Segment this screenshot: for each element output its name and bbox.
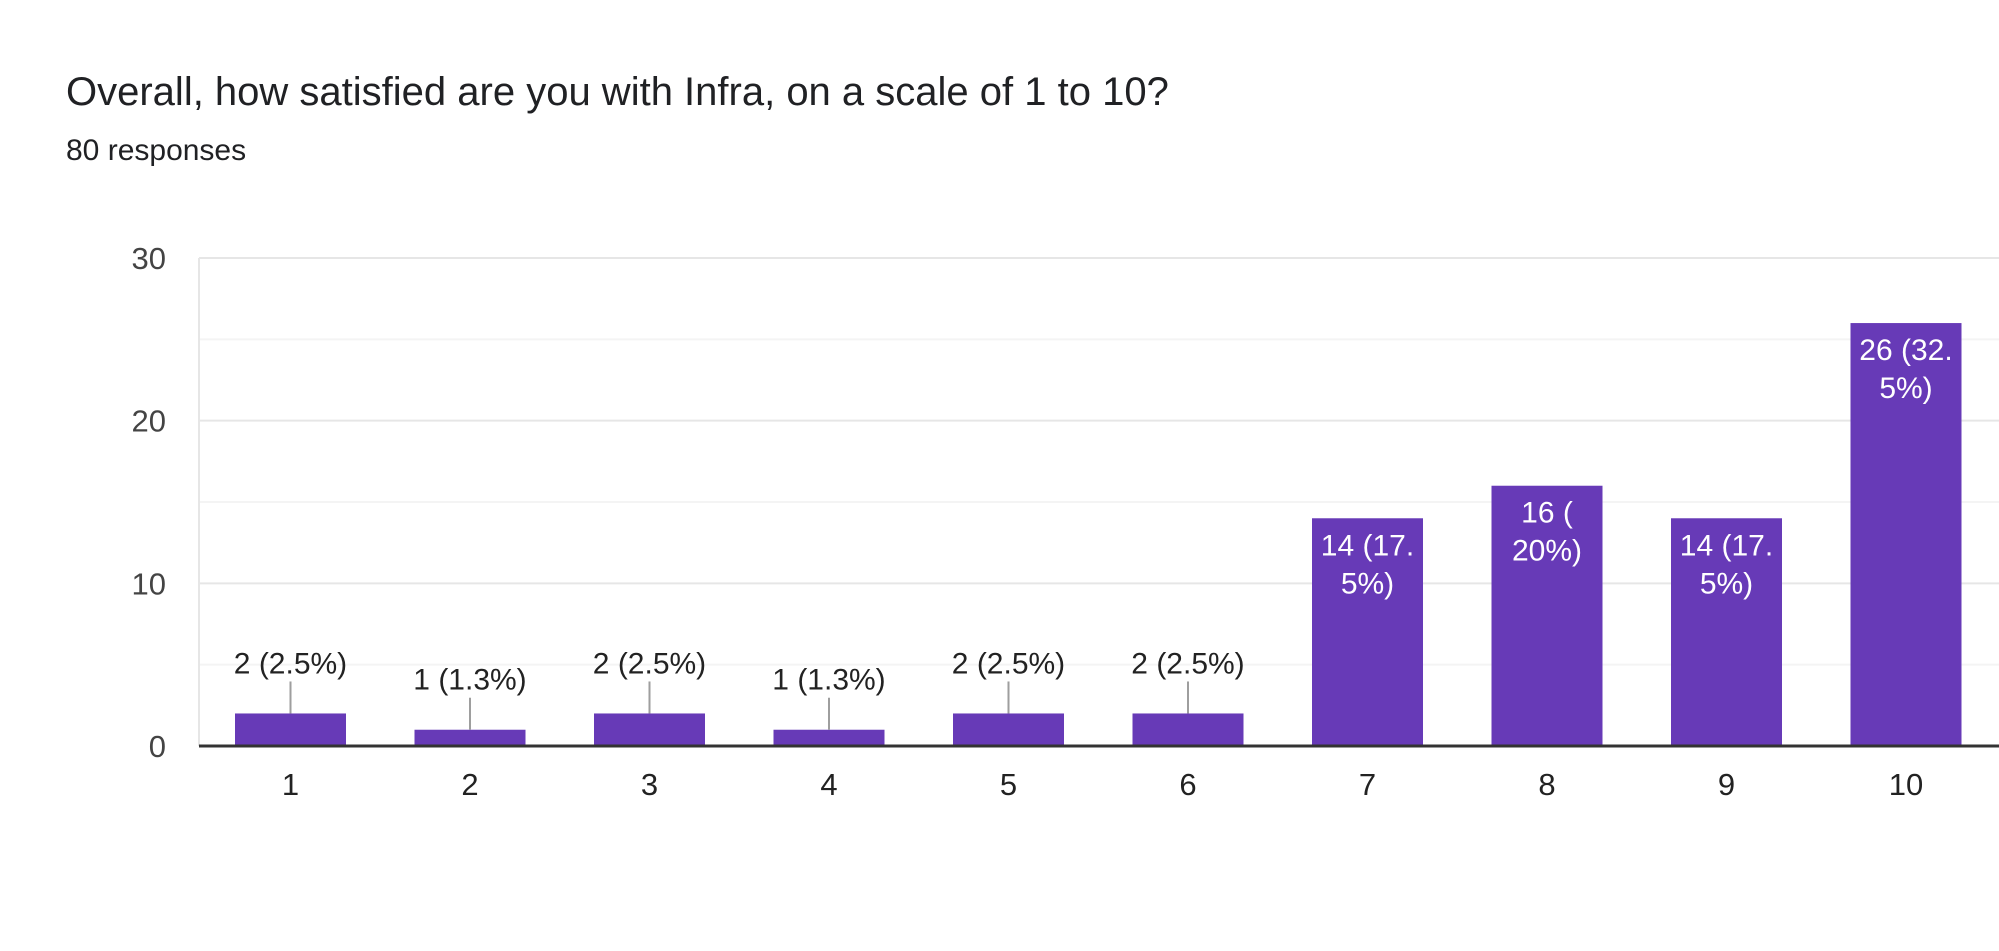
x-tick-label: 9 <box>1718 767 1735 802</box>
x-axis: 1 2 3 4 5 6 7 8 9 10 <box>199 744 1999 802</box>
bar <box>594 713 705 746</box>
chart-title: Overall, how satisfied are you with Infr… <box>66 70 1169 114</box>
x-tick-label: 1 <box>282 767 299 802</box>
bars <box>235 323 1962 746</box>
response-count: 80 responses <box>66 134 247 167</box>
bar <box>1850 323 1962 746</box>
data-labels: 2 (2.5%) 1 (1.3%) 2 (2.5%) 1 (1.3%) 2 (2.5%)… <box>234 334 1953 730</box>
data-label: 5%) <box>1879 372 1932 405</box>
y-axis: 0 10 20 30 <box>132 241 166 764</box>
x-tick-label: 10 <box>1889 767 1923 802</box>
x-tick-label: 8 <box>1538 767 1555 802</box>
data-label: 2 (2.5%) <box>593 647 706 680</box>
data-label: 2 (2.5%) <box>952 647 1065 680</box>
y-tick-label: 10 <box>132 566 166 601</box>
x-tick-label: 6 <box>1179 767 1196 802</box>
y-tick-label: 0 <box>149 729 166 764</box>
data-label: 16 ( <box>1521 497 1573 530</box>
bar <box>1491 485 1603 746</box>
bar <box>414 729 526 746</box>
x-tick-label: 5 <box>1000 767 1017 802</box>
y-tick-label: 20 <box>132 404 166 439</box>
data-label: 20%) <box>1512 535 1582 568</box>
data-label: 5%) <box>1700 567 1753 600</box>
bar <box>953 713 1064 746</box>
data-label: 5%) <box>1341 567 1394 600</box>
x-tick-label: 4 <box>820 767 837 802</box>
data-label: 2 (2.5%) <box>1131 647 1244 680</box>
bar <box>235 713 346 746</box>
data-label: 1 (1.3%) <box>772 664 885 697</box>
bar <box>1132 713 1244 746</box>
y-tick-label: 30 <box>132 241 166 276</box>
x-tick-label: 7 <box>1359 767 1376 802</box>
bar <box>1312 518 1423 746</box>
data-label: 26 (32. <box>1859 334 1952 367</box>
data-label: 2 (2.5%) <box>234 647 347 680</box>
bar <box>1671 518 1782 746</box>
data-label: 14 (17. <box>1321 529 1414 562</box>
x-tick-label: 2 <box>461 767 478 802</box>
data-label: 1 (1.3%) <box>413 664 526 697</box>
bar <box>773 729 885 746</box>
data-label: 14 (17. <box>1680 529 1773 562</box>
x-tick-label: 3 <box>641 767 658 802</box>
